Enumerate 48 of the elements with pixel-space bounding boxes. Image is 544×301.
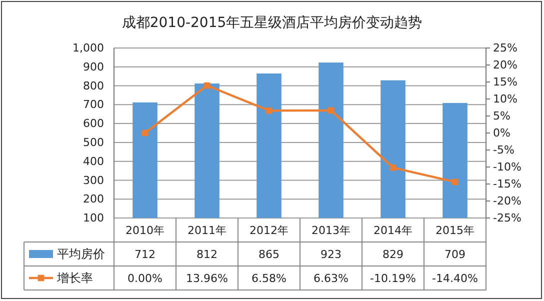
y-tick-label: 1,000 [72, 42, 104, 55]
point [204, 82, 210, 89]
x-tick-label: 2014年 [374, 224, 412, 237]
y2-tick-label: 25% [493, 42, 518, 55]
data-label: 712 [134, 248, 156, 261]
y-tick-label: 100 [83, 212, 104, 225]
data-label: -10.19% [370, 272, 416, 285]
point [266, 107, 272, 114]
legend-label: 平均房价 [57, 247, 105, 261]
y-tick-label: 200 [83, 192, 104, 206]
y-tick-label: 900 [83, 60, 104, 74]
x-tick-label: 2013年 [312, 224, 350, 237]
point [452, 178, 458, 186]
data-label: 13.96% [186, 272, 228, 285]
point [328, 107, 334, 114]
data-label: 812 [196, 248, 218, 261]
y-tick-label: 600 [83, 117, 104, 130]
data-label: 829 [382, 248, 404, 261]
data-label: 0.00% [128, 272, 162, 285]
point [142, 130, 148, 136]
y2-tick-label: 20% [493, 58, 518, 72]
y-tick-label: 800 [83, 79, 104, 92]
y2-tick-label: 10% [493, 92, 518, 106]
y2-tick-label: -25% [493, 212, 522, 225]
x-tick-label: 2012年 [250, 224, 288, 237]
y2-tick-label: -20% [493, 194, 522, 208]
chart-title: 成都2010-2015年五星级酒店平均房价变动趋势 [122, 15, 422, 31]
y2-tick-label: 0% [493, 126, 510, 140]
legend-label: 增长率 [56, 271, 93, 285]
y2-tick-label: -10% [493, 160, 522, 174]
y-tick-label: 500 [83, 136, 104, 149]
x-tick-label: 2011年 [188, 224, 226, 237]
y2-tick-label: -15% [493, 178, 522, 191]
x-tick-label: 2010年 [126, 224, 164, 237]
point [390, 164, 396, 171]
data-label: 709 [444, 248, 466, 261]
data-label: 6.58% [252, 272, 286, 285]
y2-tick-label: -5% [493, 144, 514, 157]
y2-tick-label: 15% [493, 76, 518, 89]
data-label: -14.40% [432, 272, 478, 285]
data-label: 865 [258, 248, 280, 261]
y-tick-label: 300 [83, 174, 104, 187]
y2-tick-label: 5% [493, 110, 510, 123]
data-label: 6.63% [314, 272, 348, 285]
data-label: 923 [320, 248, 342, 261]
y-tick-label: 400 [83, 154, 104, 168]
y-tick-label: 700 [83, 98, 104, 112]
x-tick-label: 2015年 [436, 224, 474, 237]
